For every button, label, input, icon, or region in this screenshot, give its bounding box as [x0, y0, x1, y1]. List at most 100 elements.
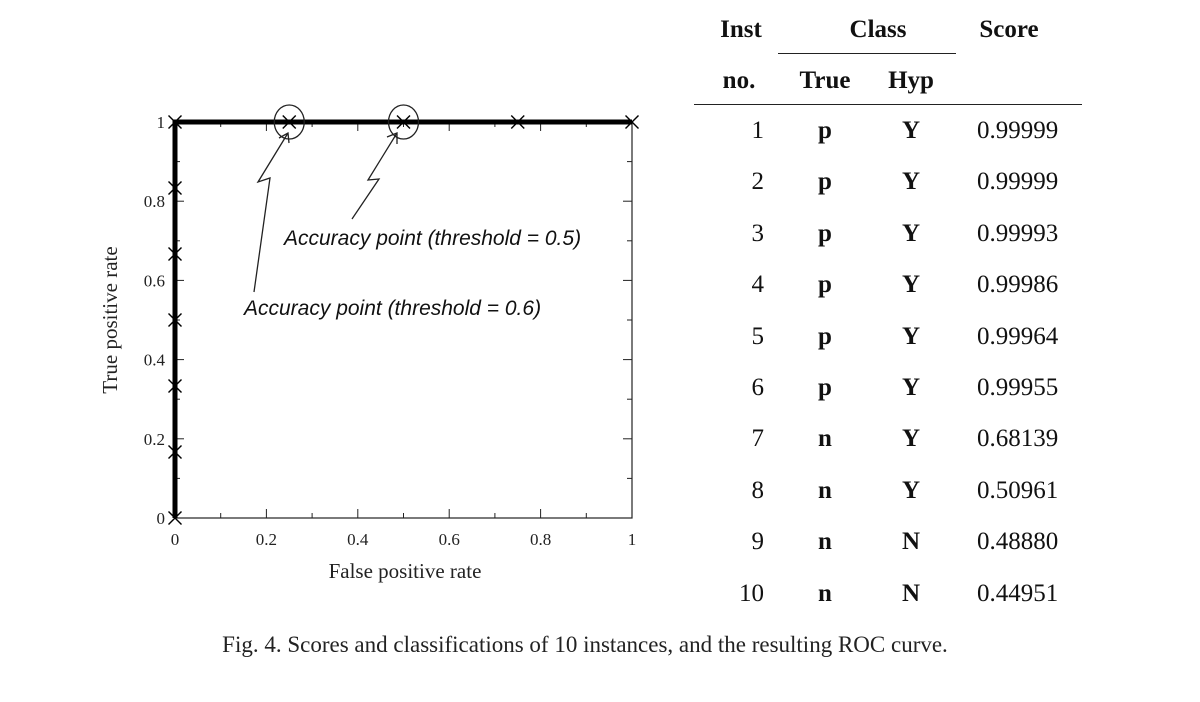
annotation-arrow-0.5 — [351, 132, 398, 220]
roc-point — [168, 511, 182, 525]
roc-point — [396, 115, 411, 129]
cell-true-class: p — [818, 168, 832, 196]
roc-point-markers — [168, 115, 639, 525]
roc-point — [168, 313, 182, 327]
cell-inst-no: 5 — [751, 322, 765, 350]
table-row: 7 n Y 0.68139 — [694, 425, 1084, 465]
x-tick-label: 0.4 — [347, 530, 369, 549]
class-header-rule — [778, 53, 956, 54]
y-axis-label: True positive rate — [98, 246, 122, 393]
roc-point — [168, 379, 182, 394]
cell-score: 0.44951 — [977, 579, 1059, 607]
cell-inst-no: 2 — [751, 168, 765, 196]
roc-point-stroke — [396, 115, 411, 129]
annotation-arrowhead-0.5 — [386, 132, 398, 144]
x-tick-label: 0.6 — [439, 530, 460, 549]
cell-true-class: n — [818, 528, 832, 556]
header-no: no. — [722, 67, 756, 94]
plot-frame — [174, 121, 633, 519]
cell-score: 0.99999 — [977, 117, 1059, 144]
table-row: 1 p Y 0.99999 — [694, 117, 1084, 157]
cell-inst-no: 1 — [751, 117, 765, 144]
x-axis-label: False positive rate — [329, 559, 482, 583]
cell-score: 0.99955 — [977, 374, 1059, 401]
cell-hyp-class: Y — [901, 168, 921, 196]
cell-hyp-class: Y — [901, 219, 921, 247]
cell-hyp-class: Y — [901, 271, 921, 299]
roc-point — [168, 246, 182, 261]
roc-point-stroke — [625, 115, 639, 129]
cell-score: 0.99993 — [977, 219, 1059, 247]
roc-point-stroke — [168, 379, 182, 394]
annotation-threshold-0.5: Accuracy point (threshold = 0.5) — [282, 227, 581, 250]
cell-hyp-class: Y — [901, 322, 921, 350]
x-tick-label: 0.8 — [530, 530, 551, 549]
cell-hyp-class: Y — [901, 374, 921, 401]
cell-inst-no: 10 — [739, 579, 764, 607]
roc-point-stroke — [168, 246, 182, 261]
roc-point — [168, 115, 182, 129]
cell-score: 0.50961 — [977, 476, 1059, 504]
x-tick-label: 0.2 — [256, 530, 277, 549]
axis-ticks — [174, 121, 633, 519]
header-bottom-rule — [694, 104, 1082, 105]
roc-point — [168, 181, 182, 196]
cell-true-class: p — [818, 374, 832, 401]
cell-score: 0.99964 — [977, 322, 1059, 350]
cell-score: 0.99999 — [977, 168, 1059, 196]
cell-inst-no: 4 — [751, 271, 765, 299]
roc-point-stroke — [510, 115, 525, 129]
cell-score: 0.48880 — [977, 528, 1059, 556]
roc-point — [282, 115, 297, 129]
table-row: 5 p Y 0.99964 — [694, 323, 1084, 363]
header-hyp: Hyp — [888, 67, 934, 94]
cell-true-class: p — [818, 322, 832, 350]
cell-true-class: p — [818, 271, 832, 299]
cell-score: 0.68139 — [977, 425, 1059, 453]
y-tick-label: 1 — [157, 113, 166, 132]
y-tick-label: 0.4 — [144, 351, 166, 370]
y-tick-label: 0.8 — [144, 192, 165, 211]
y-tick-label: 0 — [157, 509, 166, 528]
table-row: 9 n N 0.48880 — [694, 528, 1084, 568]
cell-inst-no: 8 — [751, 476, 765, 504]
cell-hyp-class: Y — [901, 117, 921, 144]
cell-score: 0.99986 — [977, 271, 1059, 299]
roc-point-stroke — [168, 313, 182, 327]
annotation-arrowhead-0.6 — [278, 131, 290, 144]
cell-true-class: n — [818, 579, 832, 607]
header-score: Score — [979, 16, 1039, 43]
cell-inst-no: 9 — [751, 528, 765, 556]
figure-caption: Fig. 4. Scores and classifications of 10… — [222, 632, 948, 657]
header-true: True — [799, 67, 851, 94]
cell-true-class: n — [818, 476, 832, 504]
cell-hyp-class: N — [901, 579, 921, 607]
cell-hyp-class: Y — [901, 476, 921, 504]
roc-point-stroke — [168, 181, 182, 196]
header-inst: Inst — [720, 16, 762, 43]
table-row: 2 p Y 0.99999 — [694, 168, 1084, 208]
x-tick-label: 1 — [628, 530, 637, 549]
cell-true-class: p — [818, 219, 832, 247]
cell-inst-no: 7 — [751, 425, 765, 453]
y-tick-label: 0.2 — [144, 430, 165, 449]
roc-chart: 0 0.2 0.4 0.6 0.8 1 0 0.2 0.4 0.6 0.8 1 False posit… — [98, 104, 639, 583]
cell-true-class: p — [818, 117, 832, 144]
roc-point — [510, 115, 525, 129]
annotation-threshold-0.6: Accuracy point (threshold = 0.6) — [242, 297, 541, 320]
roc-point-stroke — [282, 115, 297, 129]
cell-inst-no: 6 — [751, 374, 765, 401]
roc-point-stroke — [168, 511, 182, 525]
x-tick-label: 0 — [171, 530, 180, 549]
table-row: 8 n Y 0.50961 — [694, 477, 1084, 517]
table-row: 4 p Y 0.99986 — [694, 271, 1084, 311]
y-tick-label: 0.6 — [144, 271, 165, 290]
table-row: 6 p Y 0.99955 — [694, 374, 1084, 414]
instance-table: Inst Class Score no. True Hyp 1 p Y 0.99999… — [694, 8, 1084, 608]
roc-curve — [172, 119, 632, 518]
table-row: 3 p Y 0.99993 — [694, 220, 1084, 260]
accuracy-point-circle — [387, 104, 420, 140]
cell-true-class: n — [818, 425, 832, 453]
roc-point — [168, 444, 182, 459]
roc-point — [625, 115, 639, 129]
